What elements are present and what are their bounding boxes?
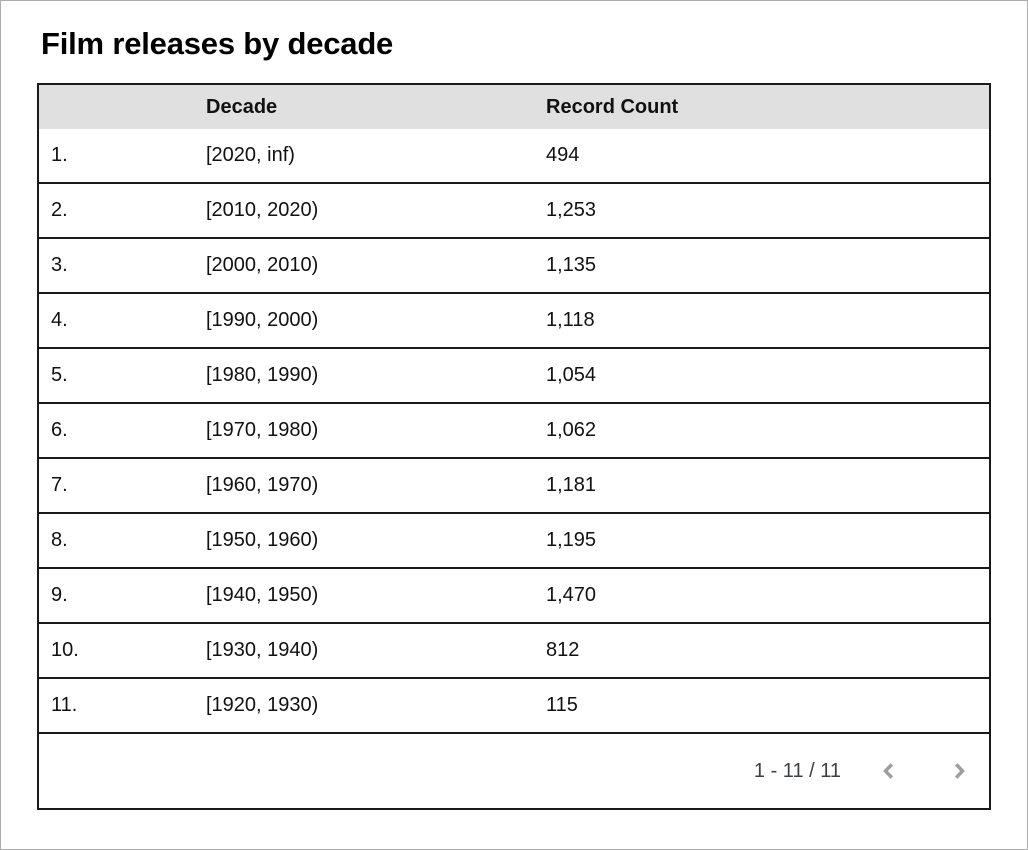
previous-page-button[interactable]	[869, 751, 909, 791]
row-number-cell: 1.	[51, 144, 68, 166]
next-page-button[interactable]	[939, 751, 979, 791]
row-number-cell: 7.	[51, 474, 68, 496]
report-canvas: Film releases by decade Decade Record Co…	[1, 27, 1027, 810]
table-row: 2. [2010, 2020) 1,253	[39, 182, 989, 237]
table-body: 1. [2020, inf) 494 2. [2010, 2020) 1,253 3. [20…	[39, 129, 989, 732]
decade-cell: [2010, 2020)	[206, 199, 319, 221]
decade-cell: [1950, 1960)	[206, 529, 319, 551]
record-count-cell: 1,253	[546, 199, 597, 221]
record-count-cell: 1,181	[546, 474, 597, 496]
table-footer: 1 - 11 / 11	[39, 732, 989, 808]
table-header-row: Decade Record Count	[39, 85, 989, 129]
decade-cell: [1980, 1990)	[206, 364, 319, 386]
row-number-cell: 9.	[51, 584, 68, 606]
table-row: 1. [2020, inf) 494	[39, 129, 989, 182]
chevron-right-icon	[946, 758, 972, 784]
header-cell-record-count[interactable]: Record Count	[546, 95, 679, 118]
record-count-cell: 812	[546, 639, 580, 661]
table-row: 6. [1970, 1980) 1,062	[39, 402, 989, 457]
record-count-cell: 1,195	[546, 529, 597, 551]
table-row: 9. [1940, 1950) 1,470	[39, 567, 989, 622]
table-row: 4. [1990, 2000) 1,118	[39, 292, 989, 347]
table-row: 8. [1950, 1960) 1,195	[39, 512, 989, 567]
row-number-cell: 3.	[51, 254, 68, 276]
row-number-cell: 6.	[51, 419, 68, 441]
record-count-cell: 1,118	[546, 309, 595, 331]
table-row: 3. [2000, 2010) 1,135	[39, 237, 989, 292]
decade-cell: [1970, 1980)	[206, 419, 319, 441]
header-cell-decade[interactable]: Decade	[206, 95, 278, 118]
row-number-cell: 4.	[51, 309, 68, 331]
row-number-cell: 10.	[51, 639, 79, 661]
record-count-cell: 1,470	[546, 584, 597, 606]
record-count-cell: 1,135	[546, 254, 597, 276]
row-number-cell: 11.	[51, 694, 78, 716]
record-count-cell: 1,062	[546, 419, 597, 441]
decade-cell: [2020, inf)	[206, 144, 295, 166]
row-number-cell: 8.	[51, 529, 68, 551]
decade-cell: [1940, 1950)	[206, 584, 319, 606]
decade-cell: [2000, 2010)	[206, 254, 319, 276]
table-row: 5. [1980, 1990) 1,054	[39, 347, 989, 402]
chevron-left-icon	[876, 758, 902, 784]
pagination-range-label: 1 - 11 / 11	[753, 759, 841, 782]
table-row: 10. [1930, 1940) 812	[39, 622, 989, 677]
row-number-cell: 5.	[51, 364, 68, 386]
record-count-cell: 494	[546, 144, 580, 166]
record-count-cell: 1,054	[546, 364, 597, 386]
decade-cell: [1920, 1930)	[206, 694, 319, 716]
decade-cell: [1990, 2000)	[206, 309, 319, 331]
table-chart: Decade Record Count 1. [2020, inf) 494 2. [2…	[37, 83, 991, 810]
row-number-cell: 2.	[51, 199, 68, 221]
table-row: 7. [1960, 1970) 1,181	[39, 457, 989, 512]
decade-cell: [1930, 1940)	[206, 639, 319, 661]
decade-cell: [1960, 1970)	[206, 474, 319, 496]
table-row: 11. [1920, 1930) 115	[39, 677, 989, 732]
chart-title: Film releases by decade	[41, 26, 394, 61]
record-count-cell: 115	[546, 694, 578, 716]
